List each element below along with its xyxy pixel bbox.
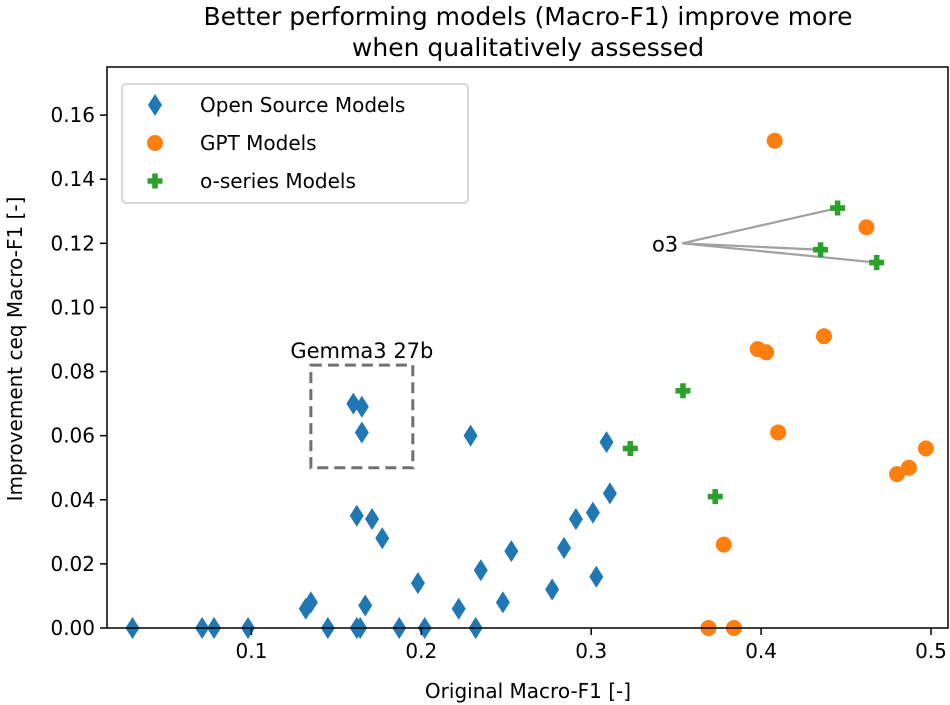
open-source-models-point <box>599 431 614 454</box>
o-series-models-point <box>869 255 885 271</box>
y-tick-label: 0.00 <box>50 616 95 640</box>
gpt-models-point <box>715 536 732 553</box>
open-source-models-point <box>545 578 560 601</box>
o-series-models-point <box>707 489 723 505</box>
y-tick-label: 0.12 <box>50 231 95 255</box>
chart-title-line-2: when qualitatively assessed <box>352 33 704 62</box>
plot-area: o3 Gemma3 27b 0.1 0.2 0.3 0.4 0.5 0.00 0.02 0.04 0… <box>50 66 949 663</box>
x-tick-label: 0.3 <box>575 639 607 663</box>
open-source-models-point <box>602 482 617 505</box>
y-tick-label: 0.06 <box>50 424 95 448</box>
open-source-models-point <box>585 501 600 524</box>
y-tick-label: 0.14 <box>50 167 95 191</box>
gpt-models-point <box>815 328 832 345</box>
o3-connector-line <box>682 242 877 264</box>
y-tick-label: 0.02 <box>50 552 95 576</box>
legend: Open Source Models GPT Models o-series Mod… <box>121 83 469 204</box>
x-tick-label: 0.1 <box>236 639 268 663</box>
legend-frame <box>121 83 469 204</box>
x-tick-label: 0.2 <box>405 639 437 663</box>
open-source-models-point <box>504 540 519 563</box>
legend-label: o-series Models <box>200 169 356 193</box>
gemma3-27b-highlight-box <box>309 363 415 470</box>
x-tick-label: 0.5 <box>915 639 947 663</box>
o-series-models-point <box>813 242 829 258</box>
open-source-models-point <box>463 424 478 447</box>
open-source-models-point <box>365 508 380 531</box>
y-tick-label: 0.10 <box>50 295 95 319</box>
y-axis-label: Improvement ceq Macro-F1 [-] <box>3 197 27 502</box>
open-source-models-point <box>354 395 369 418</box>
o-series-models-point <box>830 200 846 216</box>
open-source-models-point <box>358 594 373 617</box>
o3-connector-line <box>682 242 821 251</box>
gpt-models-point <box>900 459 917 476</box>
legend-marker <box>147 135 163 151</box>
gpt-models-point <box>758 344 775 361</box>
gpt-models-point <box>766 132 783 149</box>
open-source-models-point <box>557 536 572 559</box>
open-source-models-point <box>354 421 369 444</box>
annotation-gemma3-27b: Gemma3 27b <box>290 339 433 363</box>
o3-connector-line <box>681 206 838 245</box>
y-tick-label: 0.08 <box>50 360 95 384</box>
annotation-o3: o3 <box>652 232 678 256</box>
legend-label: GPT Models <box>200 131 317 155</box>
open-source-models-point <box>410 572 425 595</box>
open-source-models-point <box>473 559 488 582</box>
legend-marker <box>147 173 163 189</box>
gpt-models-point <box>770 424 787 441</box>
y-tick-label: 0.16 <box>50 103 95 127</box>
open-source-models-point <box>589 565 604 588</box>
open-source-models-point <box>349 504 364 527</box>
gpt-models-point <box>917 440 934 457</box>
gpt-models-point <box>858 219 875 236</box>
open-source-models-point <box>495 591 510 614</box>
legend-marker <box>148 94 162 116</box>
open-source-models-point <box>451 597 466 620</box>
open-source-models-point <box>568 508 583 531</box>
y-tick-label: 0.04 <box>50 488 95 512</box>
o-series-models-point <box>675 383 691 399</box>
x-tick-label: 0.4 <box>745 639 777 663</box>
axes-frame <box>106 66 949 629</box>
open-source-models-point <box>303 591 318 614</box>
legend-label: Open Source Models <box>200 93 405 117</box>
x-axis-label: Original Macro-F1 [-] <box>425 679 631 703</box>
o-series-models-point <box>622 440 638 456</box>
open-source-models-point <box>375 527 390 550</box>
gpt-models-point <box>889 466 906 483</box>
chart-title-line-1: Better performing models (Macro-F1) impr… <box>204 2 853 31</box>
